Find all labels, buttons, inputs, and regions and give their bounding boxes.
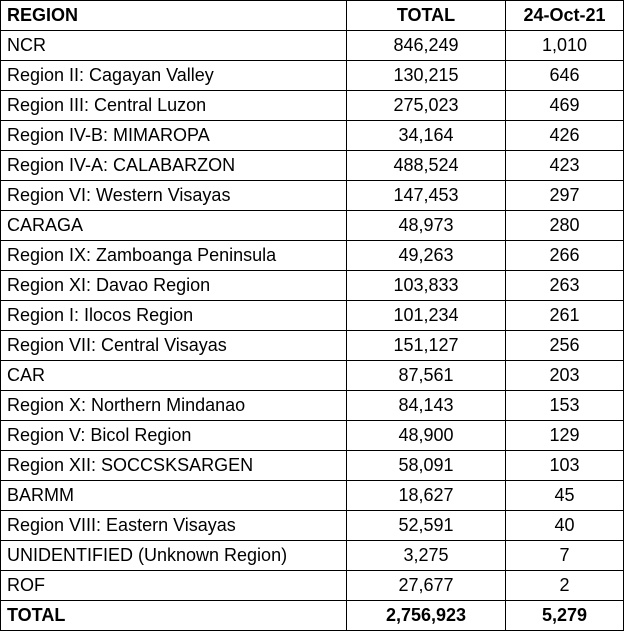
data-row: Region V: Bicol Region 48,900 129 bbox=[0, 420, 624, 451]
total-cell: 27,677 bbox=[346, 570, 506, 601]
data-row: Region X: Northern Mindanao 84,143 153 bbox=[0, 390, 624, 421]
data-row: Region VII: Central Visayas 151,127 256 bbox=[0, 330, 624, 361]
total-cell: 49,263 bbox=[346, 240, 506, 271]
daily-cell: 129 bbox=[505, 420, 624, 451]
daily-cell: 45 bbox=[505, 480, 624, 511]
daily-cell: 24-Oct-21 bbox=[505, 0, 624, 31]
data-row: ROF 27,677 2 bbox=[0, 570, 624, 601]
total-cell: 34,164 bbox=[346, 120, 506, 151]
region-cell: Region V: Bicol Region bbox=[0, 420, 347, 451]
region-cell: REGION bbox=[0, 0, 347, 31]
region-cell: UNIDENTIFIED (Unknown Region) bbox=[0, 540, 347, 571]
region-cell: Region VIII: Eastern Visayas bbox=[0, 510, 347, 541]
daily-cell: 256 bbox=[505, 330, 624, 361]
daily-cell: 297 bbox=[505, 180, 624, 211]
daily-cell: 2 bbox=[505, 570, 624, 601]
data-row: NCR 846,249 1,010 bbox=[0, 30, 624, 61]
daily-cell: 423 bbox=[505, 150, 624, 181]
daily-cell: 40 bbox=[505, 510, 624, 541]
region-cell: Region IV-A: CALABARZON bbox=[0, 150, 347, 181]
region-cell: Region II: Cagayan Valley bbox=[0, 60, 347, 91]
region-cell: NCR bbox=[0, 30, 347, 61]
region-cell: CARAGA bbox=[0, 210, 347, 241]
data-row: Region VIII: Eastern Visayas 52,591 40 bbox=[0, 510, 624, 541]
daily-cell: 426 bbox=[505, 120, 624, 151]
total-row: TOTAL 2,756,923 5,279 bbox=[0, 600, 624, 631]
data-row: Region XI: Davao Region 103,833 263 bbox=[0, 270, 624, 301]
region-cell: Region VII: Central Visayas bbox=[0, 330, 347, 361]
total-cell: 147,453 bbox=[346, 180, 506, 211]
daily-cell: 203 bbox=[505, 360, 624, 391]
region-cell: BARMM bbox=[0, 480, 347, 511]
region-cell: Region IV-B: MIMAROPA bbox=[0, 120, 347, 151]
total-cell: 2,756,923 bbox=[346, 600, 506, 631]
data-row: Region IV-B: MIMAROPA 34,164 426 bbox=[0, 120, 624, 151]
total-cell: 103,833 bbox=[346, 270, 506, 301]
region-cell: Region III: Central Luzon bbox=[0, 90, 347, 121]
total-cell: 58,091 bbox=[346, 450, 506, 481]
total-cell: 101,234 bbox=[346, 300, 506, 331]
total-cell: 87,561 bbox=[346, 360, 506, 391]
region-cell: Region X: Northern Mindanao bbox=[0, 390, 347, 421]
daily-cell: 646 bbox=[505, 60, 624, 91]
total-cell: 84,143 bbox=[346, 390, 506, 421]
data-row: Region VI: Western Visayas 147,453 297 bbox=[0, 180, 624, 211]
daily-cell: 280 bbox=[505, 210, 624, 241]
data-row: UNIDENTIFIED (Unknown Region) 3,275 7 bbox=[0, 540, 624, 571]
region-cell: Region XII: SOCCSKSARGEN bbox=[0, 450, 347, 481]
daily-cell: 5,279 bbox=[505, 600, 624, 631]
total-cell: 48,973 bbox=[346, 210, 506, 241]
daily-cell: 1,010 bbox=[505, 30, 624, 61]
region-cell: Region XI: Davao Region bbox=[0, 270, 347, 301]
daily-cell: 266 bbox=[505, 240, 624, 271]
data-row: BARMM 18,627 45 bbox=[0, 480, 624, 511]
total-cell: 52,591 bbox=[346, 510, 506, 541]
region-cell: Region IX: Zamboanga Peninsula bbox=[0, 240, 347, 271]
region-cell: ROF bbox=[0, 570, 347, 601]
total-cell: 48,900 bbox=[346, 420, 506, 451]
daily-cell: 263 bbox=[505, 270, 624, 301]
region-cell: CAR bbox=[0, 360, 347, 391]
daily-cell: 153 bbox=[505, 390, 624, 421]
region-cell: TOTAL bbox=[0, 600, 347, 631]
total-cell: 130,215 bbox=[346, 60, 506, 91]
header-row: REGION TOTAL 24-Oct-21 bbox=[0, 0, 624, 31]
total-cell: TOTAL bbox=[346, 0, 506, 31]
region-cell: Region VI: Western Visayas bbox=[0, 180, 347, 211]
total-cell: 275,023 bbox=[346, 90, 506, 121]
daily-cell: 103 bbox=[505, 450, 624, 481]
total-cell: 151,127 bbox=[346, 330, 506, 361]
data-row: Region III: Central Luzon 275,023 469 bbox=[0, 90, 624, 121]
data-row: Region IX: Zamboanga Peninsula 49,263 266 bbox=[0, 240, 624, 271]
data-row: Region II: Cagayan Valley 130,215 646 bbox=[0, 60, 624, 91]
daily-cell: 7 bbox=[505, 540, 624, 571]
total-cell: 3,275 bbox=[346, 540, 506, 571]
total-cell: 488,524 bbox=[346, 150, 506, 181]
data-row: Region IV-A: CALABARZON 488,524 423 bbox=[0, 150, 624, 181]
region-cell: Region I: Ilocos Region bbox=[0, 300, 347, 331]
total-cell: 18,627 bbox=[346, 480, 506, 511]
daily-cell: 261 bbox=[505, 300, 624, 331]
data-row: CAR 87,561 203 bbox=[0, 360, 624, 391]
data-row: CARAGA 48,973 280 bbox=[0, 210, 624, 241]
data-row: Region XII: SOCCSKSARGEN 58,091 103 bbox=[0, 450, 624, 481]
total-cell: 846,249 bbox=[346, 30, 506, 61]
data-row: Region I: Ilocos Region 101,234 261 bbox=[0, 300, 624, 331]
daily-cell: 469 bbox=[505, 90, 624, 121]
